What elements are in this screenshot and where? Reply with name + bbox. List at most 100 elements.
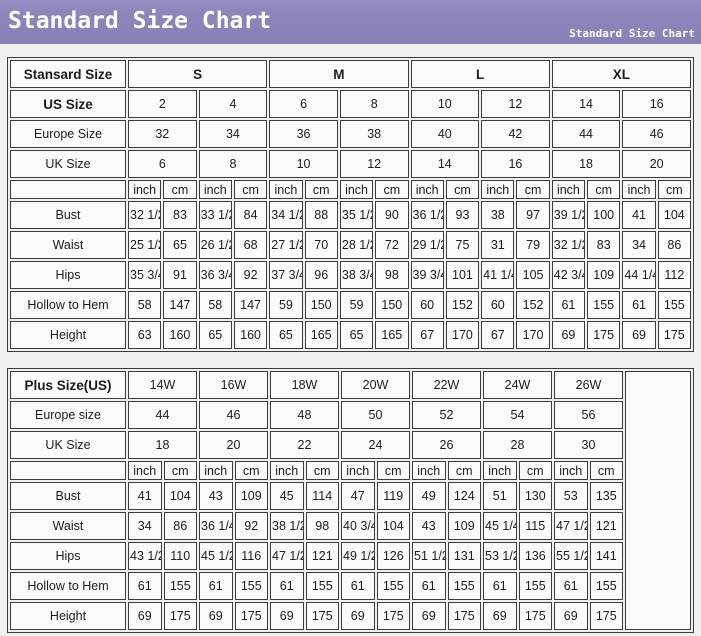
measure-value-cell: 43 1/2 [128, 542, 162, 570]
measure-value-cell: 60 [410, 291, 444, 319]
measure-value-cell: 29 1/2 [410, 231, 444, 259]
row-label: Europe Size [10, 120, 126, 148]
size-value-cell: 54 [483, 401, 552, 429]
measure-value-cell: 104 [657, 201, 691, 229]
measure-row-label: Waist [10, 231, 126, 259]
measure-value-cell: 126 [376, 542, 410, 570]
measure-value-cell: 109 [234, 482, 268, 510]
measure-value-cell: 105 [516, 261, 550, 289]
measure-value-cell: 69 [483, 602, 517, 630]
measure-value-cell: 41 [622, 201, 656, 229]
size-value-cell: 8 [339, 90, 409, 118]
measure-value-cell: 61 [483, 572, 517, 600]
measure-value-cell: 83 [163, 201, 197, 229]
size-group-header: 16W [199, 371, 268, 399]
size-group-header: 24W [483, 371, 552, 399]
measure-value-cell: 35 1/2 [339, 201, 374, 229]
unit-header-inch: inch [551, 180, 586, 199]
size-value-cell: 42 [481, 120, 550, 148]
measure-value-cell: 41 1/4 [481, 261, 515, 289]
measure-value-cell: 49 1/2 [341, 542, 375, 570]
size-group-header: S [128, 60, 268, 88]
size-group-header: 22W [412, 371, 481, 399]
size-value-cell: 34 [198, 120, 268, 148]
measure-value-cell: 49 [412, 482, 446, 510]
unit-header-inch: inch [198, 180, 232, 199]
measure-value-cell: 175 [163, 602, 197, 630]
measure-value-cell: 83 [587, 231, 621, 259]
measure-value-cell: 91 [163, 261, 197, 289]
units-corner-cell [10, 461, 126, 480]
measure-value-cell: 33 1/2 [198, 201, 232, 229]
measure-value-cell: 67 [410, 321, 444, 349]
measure-value-cell: 27 1/2 [269, 231, 303, 259]
measure-value-cell: 79 [516, 231, 550, 259]
measure-value-cell: 69 [128, 602, 162, 630]
measure-row-label: Height [10, 602, 126, 630]
measure-value-cell: 96 [304, 261, 338, 289]
size-group-header: 20W [341, 371, 410, 399]
header-watermark: Standard Size Chart [569, 27, 695, 40]
measure-value-cell: 61 [270, 572, 304, 600]
unit-header-cm: cm [657, 180, 691, 199]
unit-header-inch: inch [412, 461, 446, 480]
measure-value-cell: 141 [589, 542, 623, 570]
measure-value-cell: 175 [447, 602, 481, 630]
measure-value-cell: 175 [657, 321, 691, 349]
unit-header-inch: inch [128, 461, 162, 480]
measure-value-cell: 53 [554, 482, 588, 510]
measure-value-cell: 101 [445, 261, 480, 289]
measure-value-cell: 98 [305, 512, 339, 540]
size-value-cell: 52 [412, 401, 481, 429]
chart-content: Stansard Size S M L XL US Size 2 4 6 8 10 12 14 16 Eur… [0, 44, 701, 633]
measure-value-cell: 65 [269, 321, 303, 349]
measure-value-cell: 41 [128, 482, 162, 510]
size-value-cell: 20 [622, 150, 691, 178]
measure-value-cell: 75 [445, 231, 480, 259]
measure-value-cell: 155 [376, 572, 410, 600]
measure-value-cell: 135 [589, 482, 623, 510]
unit-header-cm: cm [376, 461, 410, 480]
measure-value-cell: 104 [163, 482, 197, 510]
measure-value-cell: 69 [622, 321, 656, 349]
size-group-header: 26W [554, 371, 623, 399]
page-title: Standard Size Chart [8, 8, 272, 34]
size-value-cell: 44 [128, 401, 197, 429]
measure-value-cell: 32 1/2 [128, 201, 162, 229]
measure-value-cell: 39 3/4 [410, 261, 444, 289]
unit-header-inch: inch [270, 461, 304, 480]
measure-value-cell: 155 [447, 572, 481, 600]
measure-value-cell: 34 [128, 512, 162, 540]
measure-value-cell: 116 [234, 542, 268, 570]
measure-value-cell: 25 1/2 [128, 231, 162, 259]
measure-value-cell: 31 [481, 231, 515, 259]
size-group-header: 14W [128, 371, 197, 399]
measure-value-cell: 175 [587, 321, 621, 349]
measure-value-cell: 100 [587, 201, 621, 229]
size-value-cell: 38 [339, 120, 409, 148]
unit-header-cm: cm [516, 180, 550, 199]
size-value-cell: 12 [339, 150, 409, 178]
unit-header-cm: cm [589, 461, 623, 480]
measure-value-cell: 32 1/2 [551, 231, 586, 259]
unit-header-cm: cm [304, 180, 338, 199]
measure-value-cell: 60 [481, 291, 515, 319]
measure-value-cell: 124 [447, 482, 481, 510]
measure-row-label: Hollow to Hem [10, 291, 126, 319]
measure-value-cell: 61 [341, 572, 375, 600]
measure-value-cell: 112 [657, 261, 691, 289]
measure-value-cell: 109 [587, 261, 621, 289]
unit-header-cm: cm [447, 461, 481, 480]
unit-header-inch: inch [269, 180, 303, 199]
measure-value-cell: 42 3/4 [551, 261, 586, 289]
unit-header-cm: cm [234, 461, 268, 480]
measure-value-cell: 38 1/2 [270, 512, 304, 540]
measure-value-cell: 152 [445, 291, 480, 319]
measure-value-cell: 147 [233, 291, 268, 319]
unit-header-inch: inch [554, 461, 588, 480]
size-value-cell: 18 [551, 150, 621, 178]
unit-header-cm: cm [375, 180, 409, 199]
units-corner-cell [10, 180, 126, 199]
measure-value-cell: 36 1/2 [410, 201, 444, 229]
size-value-cell: 2 [128, 90, 197, 118]
